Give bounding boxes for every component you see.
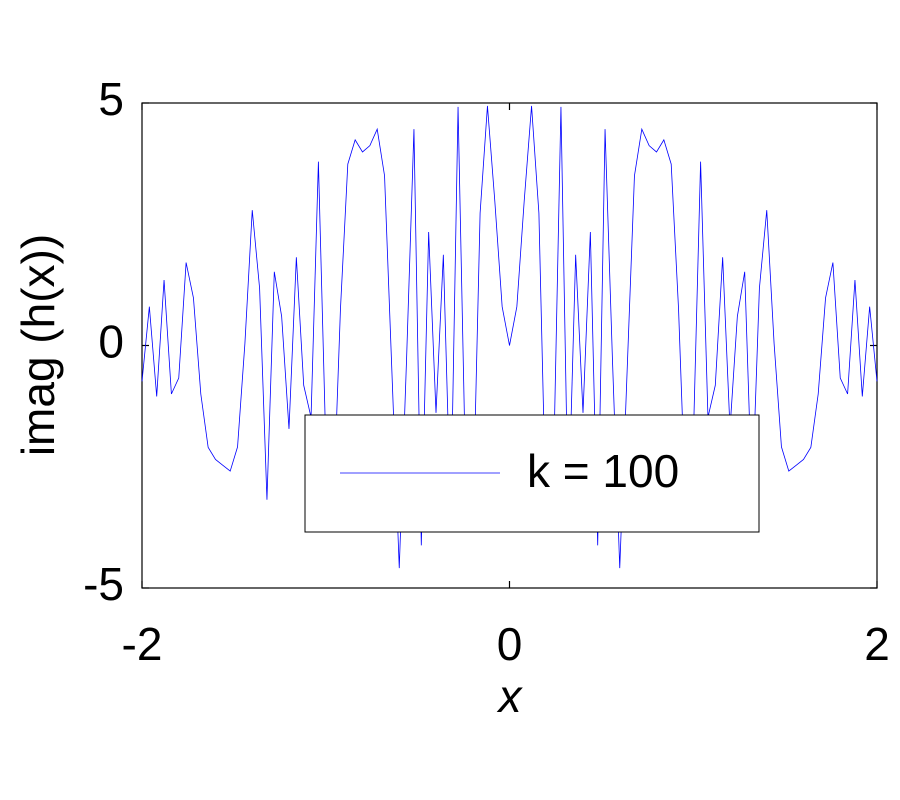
x-tick-label: -2 bbox=[122, 618, 163, 670]
y-tick-label: -5 bbox=[83, 558, 124, 610]
x-tick-label: 2 bbox=[864, 618, 890, 670]
legend-label: k = 100 bbox=[527, 445, 679, 497]
y-tick-label: 0 bbox=[98, 316, 124, 368]
y-axis-label: imag (h(x)) bbox=[12, 234, 64, 456]
x-axis-label: x bbox=[497, 670, 524, 722]
y-tick-label: 5 bbox=[98, 73, 124, 125]
legend-box bbox=[304, 414, 760, 533]
x-tick-label: 0 bbox=[497, 618, 523, 670]
